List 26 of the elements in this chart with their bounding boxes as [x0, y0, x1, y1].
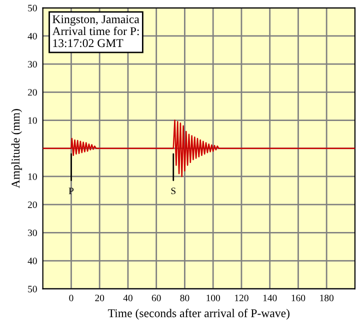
x-axis-title: Time (seconds after arrival of P-wave)	[108, 308, 290, 320]
x-tick-label: 60	[152, 294, 161, 302]
x-tick-label: 160	[292, 294, 306, 302]
y-axis-title: Amplitude (mm)	[11, 109, 22, 188]
y-tick-label: 20	[28, 89, 37, 96]
x-tick-label: 100	[206, 294, 220, 302]
y-tick-label: 50	[28, 4, 37, 12]
x-tick-label: 180	[320, 294, 334, 302]
x-tick-label: 0	[69, 294, 74, 302]
annotation: S	[171, 188, 176, 194]
y-tick-label: 10	[28, 117, 37, 124]
y-tick-label: 20	[28, 201, 37, 208]
line-series	[42, 120, 355, 178]
x-tick-label: 80	[180, 294, 190, 302]
x-tick-label: 40	[123, 294, 132, 302]
y-tick-label: 10	[28, 173, 37, 180]
annotation: Kingston, Jamaica Arrival time for P: 13:17:02 GMT	[52, 15, 140, 48]
x-tick-label: 120	[235, 294, 248, 302]
y-tick-label: 40	[28, 32, 37, 40]
x-tick-label: 20	[95, 294, 104, 302]
x-tick-label: 140	[263, 294, 277, 302]
annotation: P	[68, 188, 74, 194]
y-tick-label: 30	[28, 60, 37, 68]
y-tick-label: 50	[28, 286, 37, 292]
y-tick-label: 30	[28, 230, 37, 236]
y-tick-label: 40	[28, 258, 37, 264]
